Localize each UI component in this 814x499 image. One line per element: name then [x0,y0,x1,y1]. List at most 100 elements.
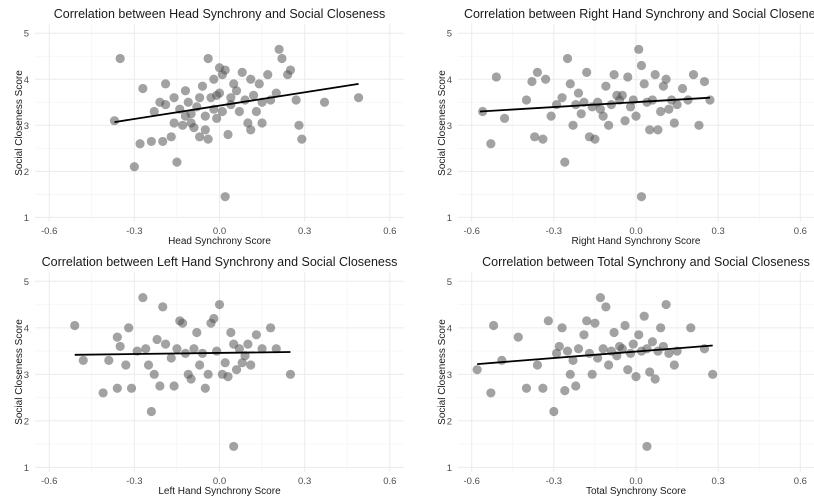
data-point [617,344,627,354]
data-point [104,355,114,365]
x-tick-label: 0.6 [794,226,807,237]
data-point [129,162,139,172]
data-point [195,360,205,370]
data-point [226,93,236,103]
data-point [291,95,301,105]
data-point [568,120,578,130]
data-point [661,74,671,84]
data-point [200,383,210,393]
data-point [573,344,584,354]
y-tick-label: 5 [447,29,452,40]
y-tick-label: 3 [447,370,452,381]
y-tick-label: 4 [24,75,29,86]
data-point [197,81,208,91]
data-point [598,111,608,121]
data-point [160,79,171,89]
data-point [546,111,556,121]
data-point [178,318,188,328]
data-point [220,65,230,75]
y-tick-label: 2 [24,167,29,178]
data-point [234,344,244,354]
x-tick-label: 0.0 [629,476,642,487]
y-tick-label: 5 [24,29,29,40]
data-point [598,344,608,354]
data-point [229,79,239,89]
data-point [297,134,307,144]
data-point [186,374,196,384]
data-point [628,339,638,349]
data-point [669,360,679,370]
data-point [271,88,281,98]
data-point [121,360,131,370]
x-tick-label: -0.6 [464,476,480,487]
chart-title: Correlation between Total Synchrony and … [482,255,810,269]
data-point [571,99,581,110]
x-tick-label: -0.6 [41,226,57,237]
x-tick-label: 0.6 [383,476,396,487]
data-point [636,60,647,71]
data-point [664,348,674,358]
data-point [217,106,227,117]
data-point [521,383,532,393]
data-point [237,358,247,368]
data-point [146,406,156,417]
data-point [604,360,614,370]
data-point [587,369,597,379]
data-point [223,129,233,140]
panel-right-hand: -0.6 -0.3 0.0 0.3 0.6 1 2 3 4 5 Correlation betwee… [437,7,814,247]
data-point [138,292,148,303]
data-point [141,344,151,354]
data-point [223,372,233,382]
data-point [532,67,543,77]
x-tick-label: 0.0 [213,476,226,487]
x-tick-label: 0.3 [298,226,311,237]
data-point [708,369,718,379]
x-tick-label: -0.3 [126,226,142,237]
data-point [491,72,501,82]
data-point [220,358,230,368]
data-point [209,74,219,84]
data-point [251,106,261,117]
y-tick-label: 2 [24,416,29,427]
data-point [639,311,649,321]
data-point [521,95,532,105]
x-tick-label: 0.3 [712,226,725,237]
data-point [656,323,666,333]
data-point [568,355,578,365]
data-point [285,65,296,75]
data-point [530,132,540,142]
data-point [582,316,592,326]
data-point [166,132,176,142]
y-tick-label: 4 [447,323,452,334]
data-point [576,109,586,119]
data-point [705,95,715,105]
data-point [489,320,499,331]
y-axis-label: Social Closeness Score [14,319,25,425]
y-tick-label: 1 [447,463,452,474]
data-point [229,441,239,452]
panel-head: -0.6 -0.3 0.0 0.3 0.6 1 2 3 4 5 Correlation betwee… [14,7,404,247]
data-point [231,86,242,96]
data-point [560,157,570,167]
data-point [645,125,655,135]
data-point [661,299,671,310]
data-point [70,320,80,331]
x-tick-label: 0.0 [629,226,642,237]
data-point [527,76,537,87]
data-point [601,81,611,91]
data-point [565,369,575,379]
data-point [212,346,222,356]
data-point [623,365,633,375]
data-point [557,93,567,103]
data-point [143,360,154,370]
data-point [617,90,627,100]
data-point [178,120,188,130]
data-point [582,67,592,77]
data-point [532,360,543,370]
data-point [160,99,171,110]
chart-title: Correlation between Right Hand Synchrony… [464,7,814,21]
x-tick-label: -0.6 [464,226,480,237]
data-point [189,123,199,133]
data-point [562,53,573,64]
data-point [195,93,205,103]
